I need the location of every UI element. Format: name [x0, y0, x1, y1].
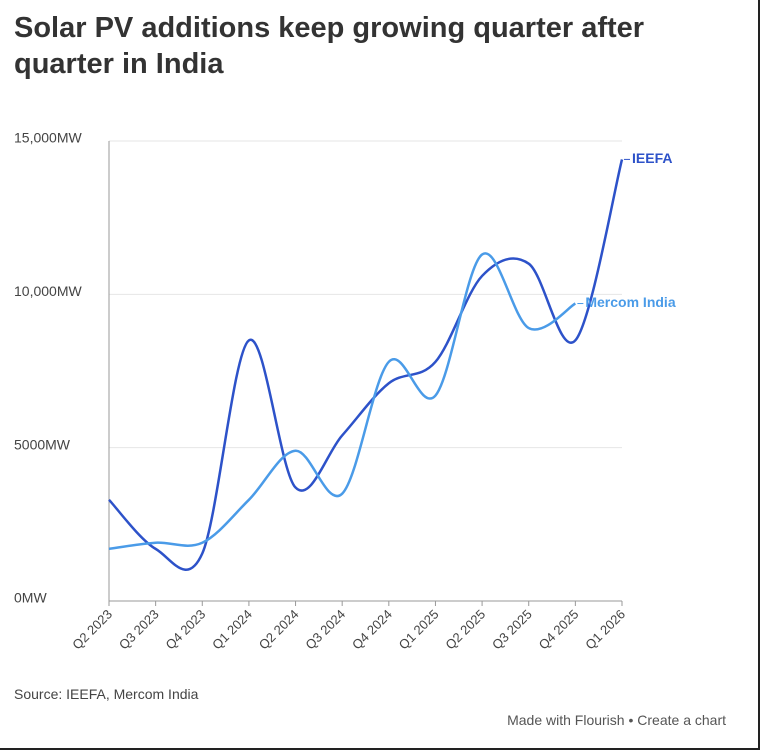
- x-tick-label: Q3 2025: [489, 607, 535, 653]
- x-tick-label: Q1 2024: [209, 607, 255, 653]
- series-line: [108, 252, 577, 551]
- y-tick-label: 0MW: [14, 590, 47, 606]
- separator: •: [628, 712, 634, 728]
- x-tick-label: Q1 2025: [396, 607, 442, 653]
- create-link[interactable]: Create a chart: [637, 712, 726, 728]
- x-tick-label: Q4 2024: [349, 607, 395, 653]
- series-label: Mercom India: [585, 294, 675, 310]
- y-tick-label: 15,000MW: [14, 130, 82, 146]
- x-tick-label: Q2 2023: [69, 607, 115, 653]
- x-tick-label: Q4 2023: [163, 607, 209, 653]
- made-with-link[interactable]: Made with Flourish: [507, 712, 625, 728]
- footer: Made with Flourish • Create a chart: [507, 712, 726, 728]
- y-tick-label: 10,000MW: [14, 283, 82, 299]
- x-tick-label: Q3 2024: [302, 607, 348, 653]
- x-tick-label: Q2 2024: [256, 607, 302, 653]
- x-tick-label: Q2 2025: [442, 607, 488, 653]
- x-tick-label: Q3 2023: [116, 607, 162, 653]
- chart-title: Solar PV additions keep growing quarter …: [14, 12, 645, 80]
- series-line: [108, 159, 624, 571]
- series-label: IEEFA: [632, 150, 672, 166]
- source: Source: IEEFA, Mercom India: [14, 686, 199, 702]
- x-tick-label: Q4 2025: [536, 607, 582, 653]
- x-tick-label: Q1 2026: [582, 607, 628, 653]
- y-tick-label: 5000MW: [14, 436, 71, 452]
